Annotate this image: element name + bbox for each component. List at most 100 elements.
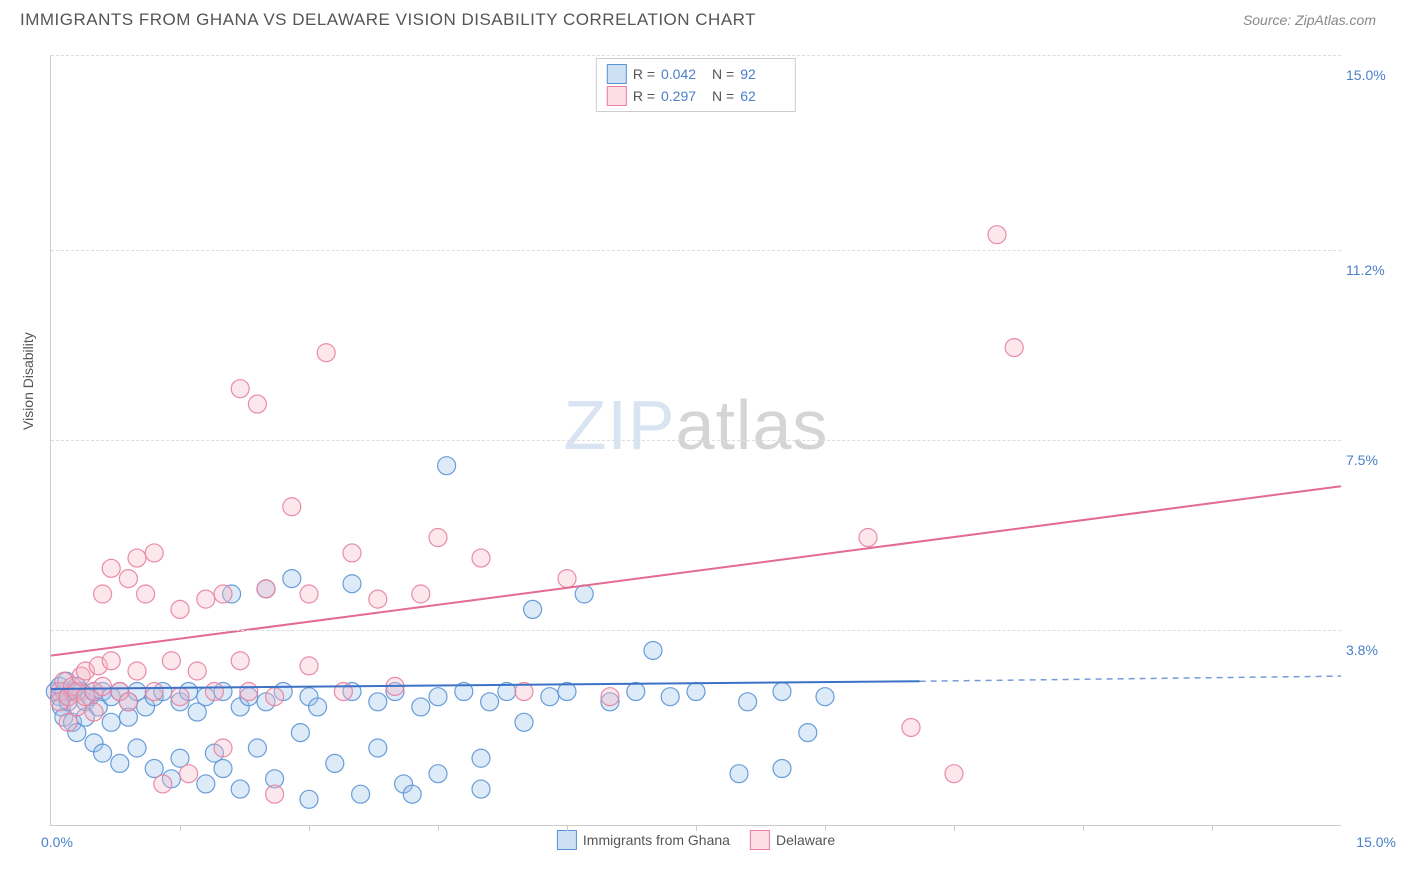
ghana-point	[326, 754, 344, 772]
source-attribution: Source: ZipAtlas.com	[1243, 12, 1376, 28]
delaware-point	[859, 529, 877, 547]
ghana-point	[352, 785, 370, 803]
delaware-point	[343, 544, 361, 562]
ghana-point	[429, 765, 447, 783]
delaware-point	[102, 559, 120, 577]
delaware-point	[94, 677, 112, 695]
delaware-swatch-icon	[607, 86, 627, 106]
delaware-point	[472, 549, 490, 567]
legend-row-delaware: R = 0.297 N = 62	[607, 85, 785, 107]
xtick-mark	[1212, 825, 1213, 831]
ghana-point	[730, 765, 748, 783]
ghana-point	[369, 739, 387, 757]
ytick-label: 7.5%	[1346, 452, 1401, 468]
ghana-point	[283, 570, 301, 588]
xtick-mark	[309, 825, 310, 831]
delaware-point	[137, 585, 155, 603]
delaware-point	[412, 585, 430, 603]
ghana-point	[773, 760, 791, 778]
ghana-point	[438, 457, 456, 475]
delaware-point	[1005, 339, 1023, 357]
ghana-point	[369, 693, 387, 711]
xtick-mark	[696, 825, 697, 831]
xtick-mark	[438, 825, 439, 831]
delaware-point	[214, 585, 232, 603]
ghana-point	[214, 760, 232, 778]
delaware-point	[283, 498, 301, 516]
ghana-trendline-dashed	[920, 676, 1341, 681]
ghana-point	[644, 641, 662, 659]
delaware-point	[429, 529, 447, 547]
delaware-point	[119, 570, 137, 588]
legend-series: Immigrants from Ghana Delaware	[557, 830, 835, 850]
ghana-point	[412, 698, 430, 716]
ghana-point	[524, 600, 542, 618]
delaware-point	[128, 549, 146, 567]
delaware-point	[945, 765, 963, 783]
ytick-label: 15.0%	[1346, 67, 1401, 83]
ghana-point	[231, 780, 249, 798]
legend-row-ghana: R = 0.042 N = 92	[607, 63, 785, 85]
ghana-point	[309, 698, 327, 716]
ghana-point	[515, 713, 533, 731]
xtick-mark	[180, 825, 181, 831]
delaware-point	[231, 380, 249, 398]
delaware-point	[145, 683, 163, 701]
delaware-point	[902, 718, 920, 736]
ghana-point	[627, 683, 645, 701]
delaware-swatch-icon	[750, 830, 770, 850]
ghana-point	[575, 585, 593, 603]
ytick-label: 3.8%	[1346, 642, 1401, 658]
delaware-point	[94, 585, 112, 603]
source-name: ZipAtlas.com	[1295, 12, 1376, 28]
ghana-r-value: 0.042	[661, 66, 706, 82]
xtick-mark	[567, 825, 568, 831]
ghana-point	[687, 683, 705, 701]
ghana-point	[300, 790, 318, 808]
ghana-point	[128, 739, 146, 757]
delaware-point	[119, 693, 137, 711]
delaware-point	[197, 590, 215, 608]
ghana-point	[816, 688, 834, 706]
gridline	[51, 630, 1341, 631]
source-label: Source:	[1243, 12, 1291, 28]
chart-header: IMMIGRANTS FROM GHANA VS DELAWARE VISION…	[0, 0, 1406, 30]
scatter-chart: ZIPatlas R = 0.042 N = 92 R = 0.297 N = …	[50, 55, 1341, 826]
ghana-point	[94, 744, 112, 762]
ghana-swatch-icon	[557, 830, 577, 850]
ghana-point	[102, 713, 120, 731]
delaware-point	[128, 662, 146, 680]
delaware-r-value: 0.297	[661, 88, 706, 104]
ghana-point	[111, 754, 129, 772]
xtick-mark	[825, 825, 826, 831]
gridline	[51, 440, 1341, 441]
delaware-point	[171, 600, 189, 618]
delaware-point	[266, 785, 284, 803]
gridline	[51, 55, 1341, 56]
delaware-point	[257, 580, 275, 598]
xtick-min: 0.0%	[41, 834, 73, 850]
ghana-point	[343, 575, 361, 593]
ghana-point	[773, 683, 791, 701]
delaware-point	[85, 703, 103, 721]
delaware-point	[205, 683, 223, 701]
chart-title: IMMIGRANTS FROM GHANA VS DELAWARE VISION…	[20, 10, 756, 30]
ghana-point	[248, 739, 266, 757]
ghana-n-value: 92	[740, 66, 785, 82]
xtick-mark	[1083, 825, 1084, 831]
ghana-label: Immigrants from Ghana	[583, 832, 730, 848]
delaware-point	[214, 739, 232, 757]
ghana-point	[472, 780, 490, 798]
gridline	[51, 250, 1341, 251]
delaware-point	[558, 570, 576, 588]
y-axis-label: Vision Disability	[20, 332, 36, 430]
ghana-point	[481, 693, 499, 711]
delaware-point	[334, 683, 352, 701]
ghana-point	[739, 693, 757, 711]
delaware-n-value: 62	[740, 88, 785, 104]
delaware-point	[145, 544, 163, 562]
delaware-point	[102, 652, 120, 670]
delaware-point	[266, 688, 284, 706]
legend-correlation: R = 0.042 N = 92 R = 0.297 N = 62	[596, 58, 796, 112]
delaware-point	[300, 585, 318, 603]
